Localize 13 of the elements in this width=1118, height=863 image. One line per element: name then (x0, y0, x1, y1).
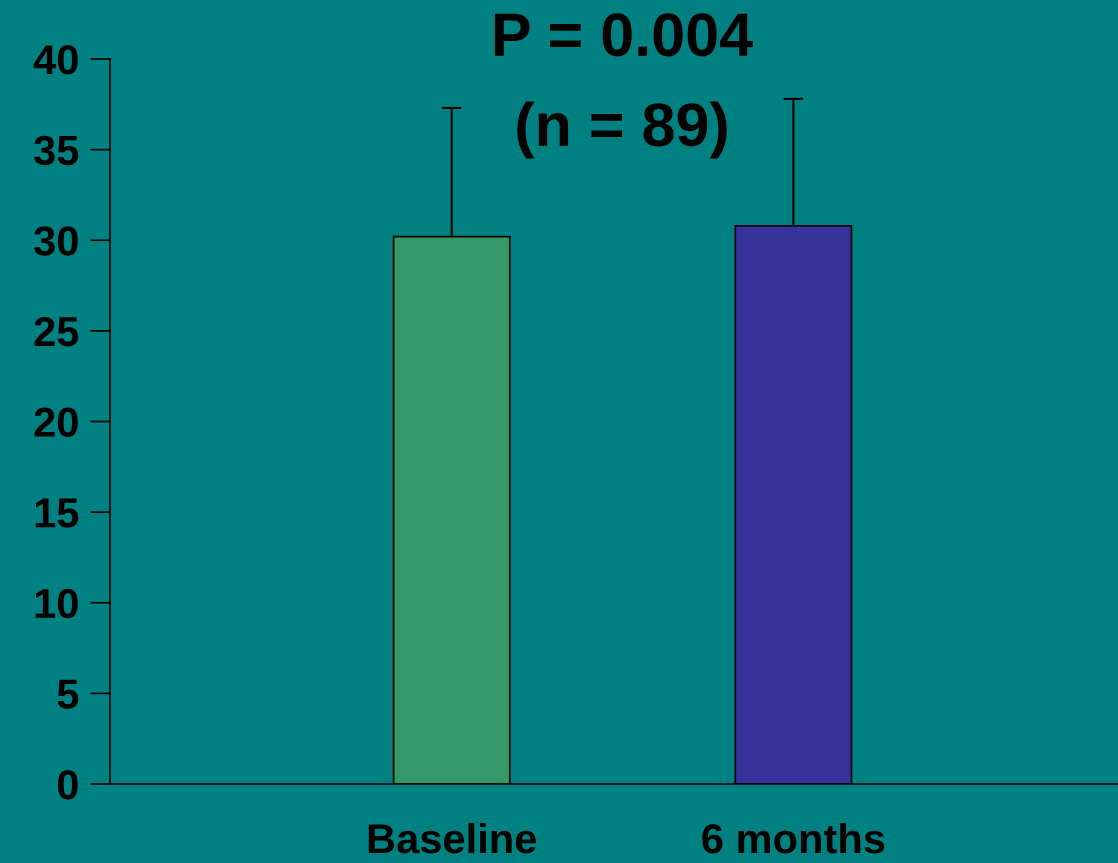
x-tick-label: Baseline (368, 822, 536, 854)
y-tick-label: 25 (34, 316, 79, 347)
x-tick-label: 6 months (702, 822, 885, 854)
y-tick-label: 35 (34, 135, 79, 166)
y-tick-label: 40 (33, 45, 78, 75)
y-tick-label: 10 (35, 588, 78, 619)
text: P = 0.004 (494, 13, 753, 57)
y-tick-label: 5 (57, 679, 79, 709)
y-tick-label: 15 (35, 498, 79, 528)
y-tick-label: 20 (34, 407, 78, 438)
y-tick-label: 30 (34, 226, 78, 256)
y-tick-label: 0 (57, 770, 78, 800)
annotation: (n = 89) (517, 101, 727, 159)
